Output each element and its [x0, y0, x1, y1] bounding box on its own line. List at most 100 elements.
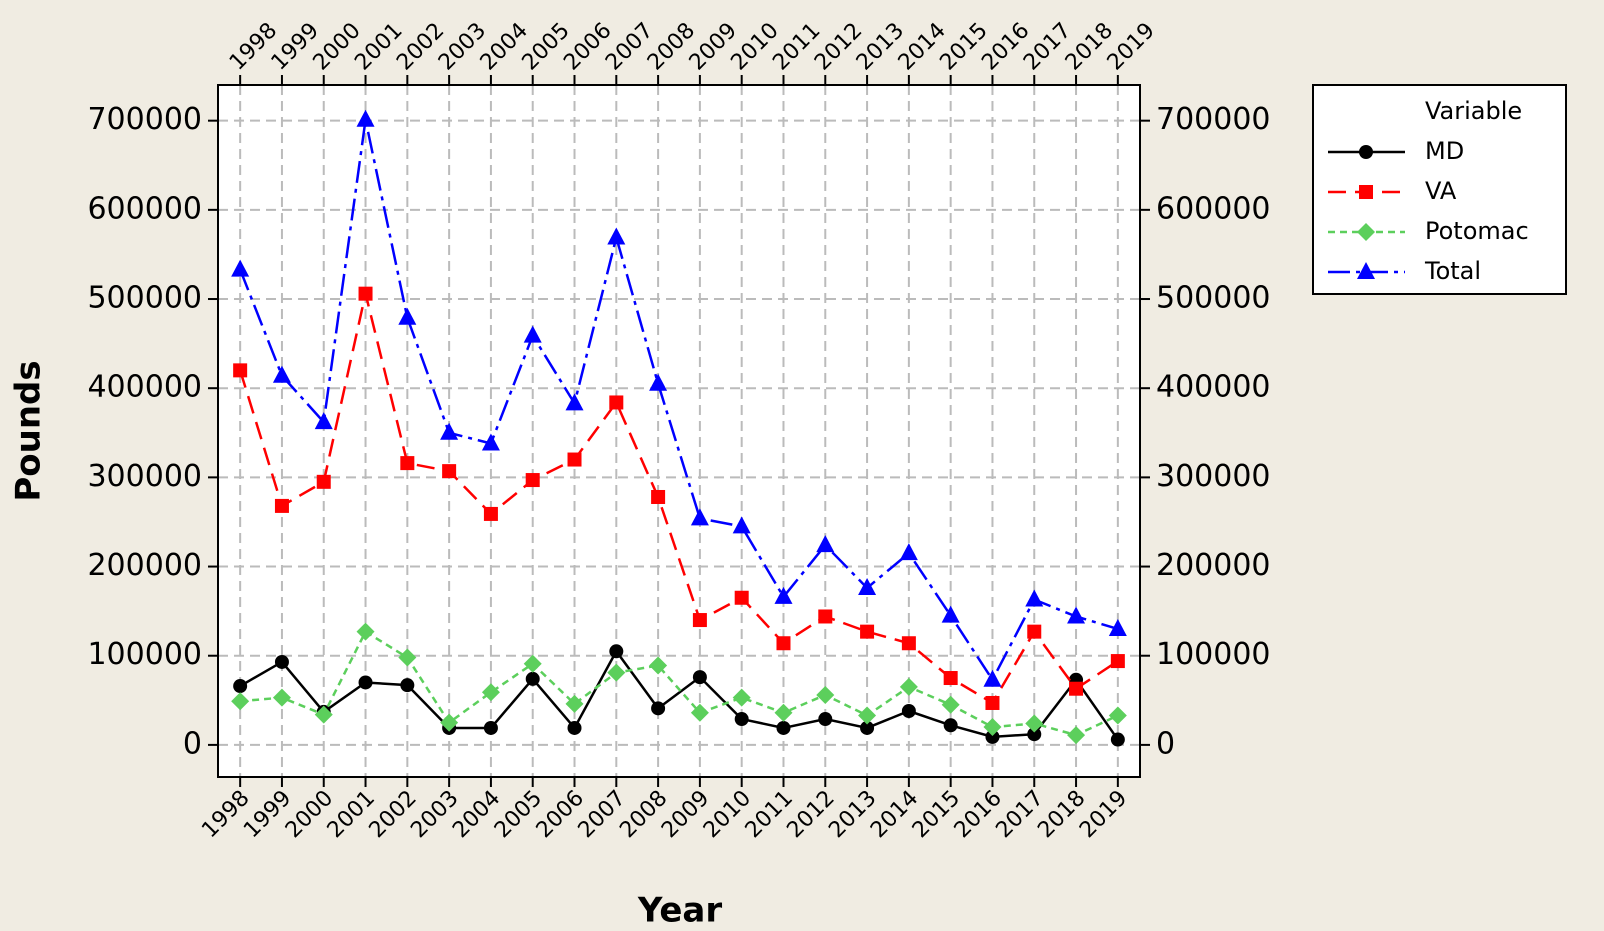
legend-marker	[1359, 185, 1373, 199]
marker	[816, 535, 835, 553]
marker	[231, 259, 250, 277]
marker	[899, 543, 918, 561]
y-tick-label: 400000	[87, 370, 202, 405]
marker	[272, 688, 291, 707]
marker	[943, 718, 958, 733]
marker	[1069, 681, 1084, 696]
x2-tick-label: 2008	[643, 18, 700, 75]
marker	[1110, 732, 1125, 747]
marker	[1067, 606, 1086, 624]
x2-tick-label: 2003	[434, 18, 491, 75]
marker	[523, 654, 542, 673]
marker	[774, 703, 793, 722]
marker	[272, 365, 291, 383]
marker	[1108, 618, 1127, 636]
marker	[649, 656, 668, 675]
marker	[609, 644, 624, 659]
marker	[818, 609, 833, 624]
x2-tick-label: 2019	[1103, 18, 1160, 75]
marker	[816, 685, 835, 704]
x-tick-label: 2010	[699, 786, 756, 843]
y-tick-label: 600000	[87, 191, 202, 226]
y2-tick-label: 300000	[1156, 459, 1271, 494]
y-tick-label: 100000	[87, 637, 202, 672]
x-tick-label: 2013	[824, 786, 881, 843]
x2-tick-label: 2002	[392, 18, 449, 75]
marker	[274, 654, 289, 669]
y2-tick-label: 400000	[1156, 370, 1271, 405]
x2-tick-label: 2011	[768, 18, 825, 75]
marker	[316, 474, 331, 489]
marker	[565, 393, 584, 411]
x2-tick-label: 1999	[267, 18, 324, 75]
marker	[1027, 727, 1042, 742]
marker	[314, 705, 333, 724]
marker	[651, 489, 666, 504]
marker	[481, 433, 500, 451]
marker	[983, 718, 1002, 737]
marker	[523, 325, 542, 343]
marker	[440, 713, 459, 732]
x2-tick-label: 2009	[685, 18, 742, 75]
marker	[941, 605, 960, 623]
x-tick-label: 1999	[239, 786, 296, 843]
marker	[651, 701, 666, 716]
marker	[442, 464, 457, 479]
marker	[400, 678, 415, 693]
x-tick-label: 2011	[741, 786, 798, 843]
marker	[356, 622, 375, 641]
x-tick-label: 1998	[197, 786, 254, 843]
y2-tick-label: 200000	[1156, 548, 1271, 583]
series-line	[238, 293, 1119, 705]
marker	[440, 422, 459, 440]
marker	[901, 704, 916, 719]
legend-label: Potomac	[1425, 217, 1529, 245]
marker	[1108, 706, 1127, 725]
marker	[358, 675, 373, 690]
marker	[356, 109, 375, 127]
marker	[233, 679, 248, 694]
y2-tick-label: 0	[1156, 726, 1175, 761]
x2-tick-label: 2014	[894, 18, 951, 75]
marker	[1027, 624, 1042, 639]
x-tick-label: 2017	[991, 786, 1048, 843]
legend-label: VA	[1425, 177, 1457, 205]
x2-tick-label: 2018	[1061, 18, 1118, 75]
x-tick-label: 2008	[615, 786, 672, 843]
y-tick-label: 700000	[87, 102, 202, 137]
plot-frame	[217, 84, 1141, 778]
marker	[314, 412, 333, 430]
marker	[567, 452, 582, 467]
marker	[1067, 726, 1086, 745]
series	[231, 109, 1127, 747]
marker	[649, 373, 668, 391]
legend-marker	[1357, 262, 1375, 279]
marker	[690, 508, 709, 526]
y-tick-label: 300000	[87, 459, 202, 494]
legend-label: MD	[1425, 137, 1464, 165]
y-axis-title: Pounds	[9, 360, 49, 501]
x2-tick-label: 2000	[309, 18, 366, 75]
x2-tick-label: 2012	[810, 18, 867, 75]
marker	[732, 688, 751, 707]
x-axis-title: Year	[637, 891, 723, 931]
x-tick-label: 2018	[1033, 786, 1090, 843]
x-tick-label: 2014	[866, 786, 923, 843]
x2-tick-label: 2010	[727, 18, 784, 75]
x-tick-label: 2001	[323, 786, 380, 843]
marker	[483, 720, 498, 735]
marker	[565, 694, 584, 713]
grid	[218, 85, 1140, 777]
marker	[985, 729, 1000, 744]
marker	[1025, 589, 1044, 607]
marker	[481, 683, 500, 702]
marker	[776, 720, 791, 735]
marker	[233, 363, 248, 378]
marker	[607, 227, 626, 245]
x2-tick-label: 1998	[225, 18, 282, 75]
marker	[983, 669, 1002, 687]
x-tick-label: 2007	[574, 786, 631, 843]
x-tick-label: 2016	[950, 786, 1007, 843]
series-line	[240, 629, 1119, 737]
